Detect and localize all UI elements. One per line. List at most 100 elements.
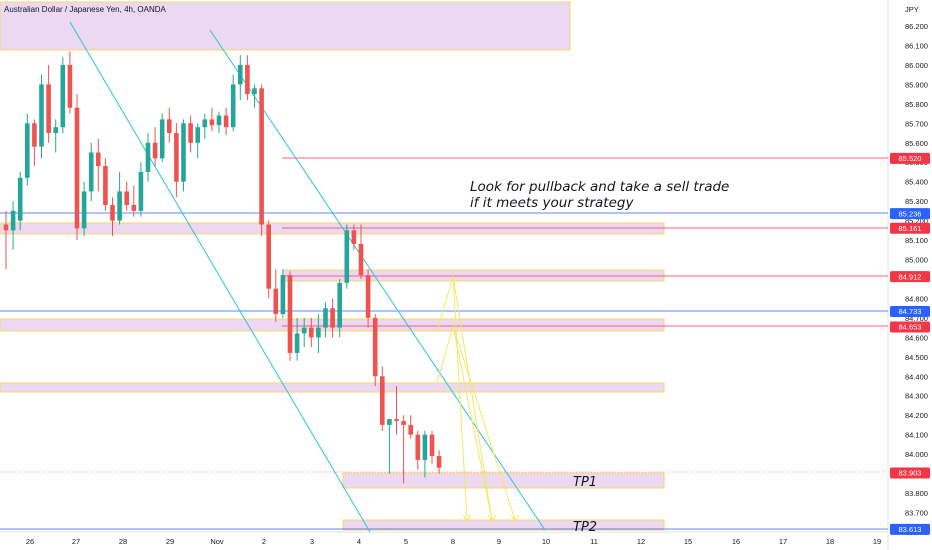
tp1-label[interactable]: TP1 — [573, 475, 597, 490]
candle[interactable] — [103, 158, 108, 211]
zone-85-16[interactable] — [0, 222, 665, 235]
candle[interactable] — [110, 197, 115, 237]
candle[interactable] — [280, 269, 286, 318]
candle[interactable] — [294, 317, 300, 361]
candle[interactable] — [259, 84, 264, 237]
candle[interactable] — [17, 171, 23, 231]
zone-tp1[interactable] — [342, 472, 665, 489]
candle[interactable] — [358, 224, 364, 279]
x-tick-label: 29 — [166, 537, 174, 546]
candle-body — [280, 275, 286, 315]
y-tick-label: 85.400 — [905, 178, 928, 187]
candle[interactable] — [380, 366, 385, 431]
candle[interactable] — [323, 302, 328, 338]
candle[interactable] — [209, 107, 215, 132]
candle[interactable] — [117, 171, 122, 225]
candle[interactable] — [316, 314, 321, 353]
candle-body — [365, 275, 371, 318]
candle[interactable] — [372, 314, 378, 387]
candle[interactable] — [422, 430, 428, 478]
candle[interactable] — [216, 111, 222, 134]
candle[interactable] — [365, 269, 371, 328]
candle-body — [394, 419, 399, 422]
price-badge-label: 85.236 — [899, 209, 922, 218]
y-tick-label: 84.400 — [905, 372, 928, 381]
tp2-label[interactable]: TP2 — [573, 520, 597, 535]
candle[interactable] — [223, 107, 229, 135]
projection-path-mid[interactable] — [452, 275, 493, 521]
candle[interactable] — [188, 115, 193, 153]
candle[interactable] — [46, 64, 51, 143]
candle[interactable] — [401, 415, 406, 484]
x-tick-label: 27 — [72, 537, 80, 546]
candle[interactable] — [436, 450, 442, 474]
candle[interactable] — [152, 127, 158, 167]
candle-body — [337, 282, 342, 328]
x-tick-label: 18 — [826, 537, 834, 546]
trendline-upper[interactable] — [209, 29, 546, 531]
candle[interactable] — [74, 94, 80, 241]
candle[interactable] — [344, 224, 350, 289]
candle[interactable] — [230, 74, 236, 132]
trendline-lower[interactable] — [69, 21, 371, 533]
candle[interactable] — [245, 55, 250, 100]
price-badge-label: 85.161 — [899, 224, 922, 233]
candle[interactable] — [309, 317, 314, 348]
note-line-1[interactable]: Look for pullback and take a sell trade — [470, 179, 729, 195]
candle[interactable] — [387, 419, 392, 474]
candle[interactable] — [167, 107, 172, 143]
candle[interactable] — [124, 181, 129, 211]
candle[interactable] — [266, 220, 271, 299]
candle[interactable] — [174, 123, 179, 198]
candle[interactable] — [287, 271, 293, 361]
candle[interactable] — [337, 278, 342, 338]
candle[interactable] — [81, 181, 87, 237]
candle-body — [259, 88, 264, 225]
candle-body — [3, 224, 9, 231]
candle[interactable] — [138, 162, 144, 217]
candle-body — [181, 123, 186, 182]
candle[interactable] — [394, 386, 399, 435]
candle[interactable] — [301, 317, 307, 348]
candle[interactable] — [60, 57, 66, 134]
candle[interactable] — [25, 113, 30, 186]
candle-body — [25, 123, 30, 178]
candle-body — [358, 243, 364, 276]
candle[interactable] — [39, 74, 44, 159]
candle[interactable] — [351, 224, 357, 250]
candle[interactable] — [67, 51, 73, 114]
note-line-2[interactable]: if it meets your strategy — [470, 195, 634, 211]
candle[interactable] — [53, 119, 58, 153]
candle[interactable] — [429, 430, 435, 464]
arrow-head-1 — [462, 514, 472, 522]
candle[interactable] — [202, 113, 208, 139]
candle[interactable] — [131, 185, 137, 217]
candle[interactable] — [408, 415, 413, 439]
candle-body — [287, 275, 293, 353]
zone-84-38[interactable] — [0, 382, 665, 393]
candle-body — [117, 191, 122, 221]
candle[interactable] — [32, 119, 37, 167]
time-axis[interactable]: 26 27 28 29 Nov 2 3 4 5 8 9 10 11 12 15 16 17 18 19 — [26, 537, 881, 546]
candle[interactable] — [145, 133, 151, 182]
zone-top[interactable] — [0, 1, 571, 51]
candle-body — [74, 107, 80, 229]
candle[interactable] — [415, 430, 421, 470]
x-tick-label: 26 — [26, 537, 34, 546]
y-tick-label: 85.800 — [905, 100, 928, 109]
candle[interactable] — [96, 138, 101, 192]
x-tick-label: 28 — [119, 537, 127, 546]
candle[interactable] — [252, 84, 257, 108]
candle[interactable] — [273, 269, 279, 322]
zone-tp2[interactable] — [342, 519, 665, 531]
candle[interactable] — [330, 298, 335, 338]
candle-body — [401, 421, 406, 425]
projection-path-far[interactable] — [452, 325, 516, 521]
candle[interactable] — [195, 123, 200, 159]
candle[interactable] — [181, 119, 186, 192]
candle[interactable] — [159, 113, 165, 163]
candle[interactable] — [10, 201, 16, 250]
candle[interactable] — [3, 210, 9, 270]
candle[interactable] — [238, 55, 243, 100]
candle[interactable] — [88, 142, 94, 202]
